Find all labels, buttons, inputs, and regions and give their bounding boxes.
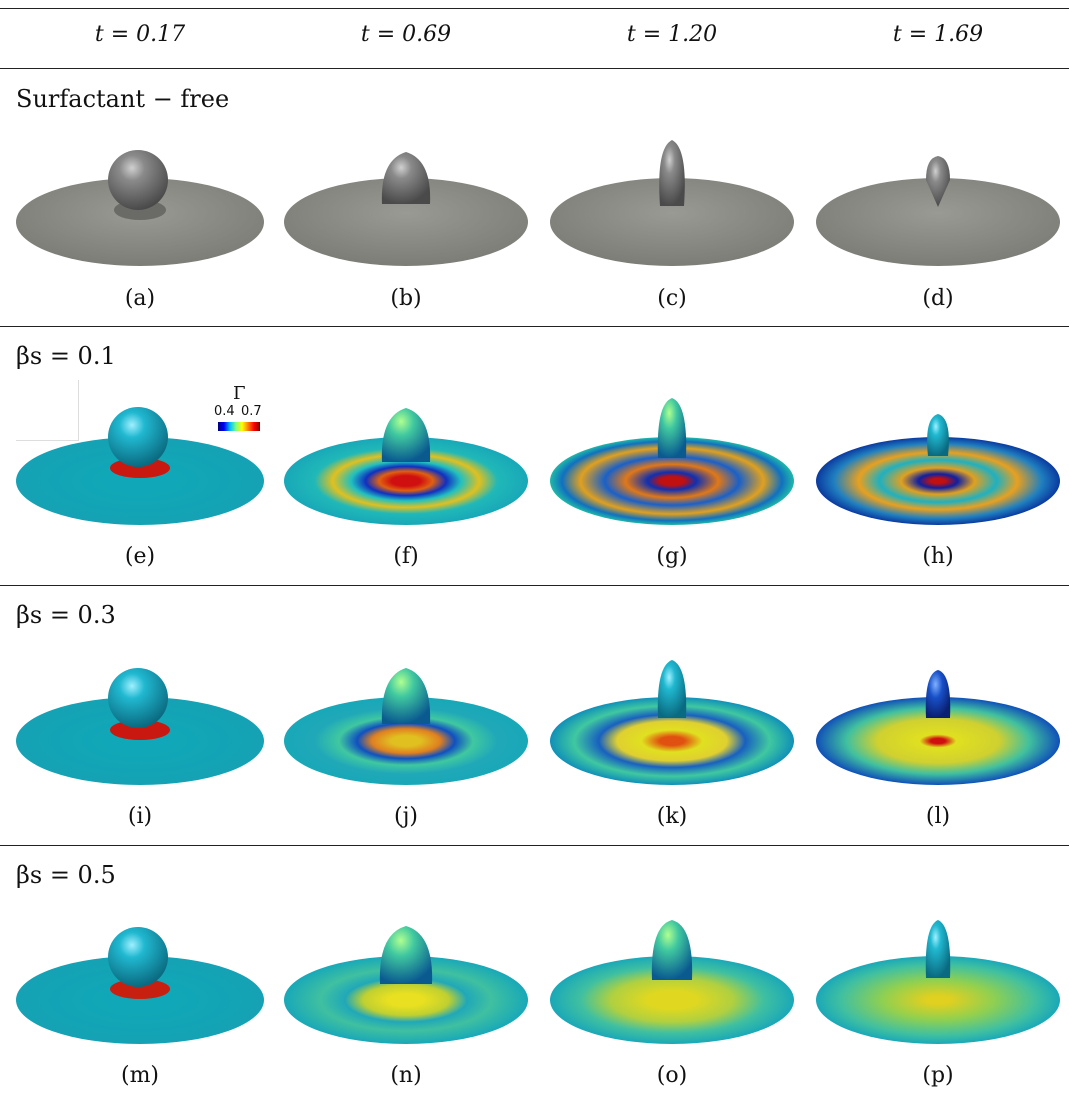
- row-divider-2: [0, 585, 1069, 586]
- caption-h: (h): [922, 544, 954, 569]
- inset-frame: [16, 380, 79, 441]
- panel-a: [16, 150, 264, 266]
- colorbar-min: 0.4: [214, 404, 235, 419]
- time-header-1: t = 0.17: [94, 22, 186, 47]
- panel-o: [550, 920, 794, 1044]
- time-header-3: t = 1.20: [626, 22, 718, 47]
- panel-j: [284, 668, 528, 785]
- caption-p: (p): [922, 1063, 954, 1088]
- caption-j: (j): [394, 804, 418, 829]
- caption-b: (b): [390, 286, 422, 311]
- panel-f: [284, 408, 528, 525]
- panel-e: [16, 407, 264, 525]
- caption-m: (m): [120, 1063, 160, 1088]
- row-label-surfactant-free: Surfactant − free: [16, 85, 230, 113]
- caption-e: (e): [124, 544, 156, 569]
- caption-f: (f): [393, 544, 419, 569]
- panel-k: [550, 660, 794, 785]
- caption-o: (o): [656, 1063, 688, 1088]
- panel-l: [816, 670, 1060, 785]
- time-header-2: t = 0.69: [360, 22, 452, 47]
- panel-p: [816, 920, 1060, 1044]
- panel-d: [816, 156, 1060, 266]
- panel-i: [16, 668, 264, 785]
- panel-g: [550, 398, 794, 525]
- caption-d: (d): [922, 286, 954, 311]
- caption-a: (a): [124, 286, 156, 311]
- caption-g: (g): [656, 544, 688, 569]
- colorbar-symbol: Γ: [233, 383, 246, 404]
- caption-c: (c): [657, 286, 687, 311]
- panel-c: [550, 140, 794, 266]
- top-rule: [0, 8, 1069, 9]
- colorbar-max: 0.7: [241, 404, 262, 419]
- panel-h: [816, 414, 1060, 525]
- colorbar: Γ 0.4 0.7: [214, 383, 270, 443]
- row-divider-1: [0, 326, 1069, 327]
- caption-k: (k): [656, 804, 688, 829]
- caption-i: (i): [127, 804, 153, 829]
- row-divider-3: [0, 845, 1069, 846]
- row-label-beta-0-3: βs = 0.3: [16, 601, 116, 629]
- panel-n: [284, 926, 528, 1044]
- header-rule: [0, 68, 1069, 69]
- panel-b: [284, 152, 528, 266]
- row-label-beta-0-5: βs = 0.5: [16, 861, 116, 889]
- row-label-beta-0-1: βs = 0.1: [16, 342, 116, 370]
- caption-l: (l): [925, 804, 951, 829]
- caption-n: (n): [390, 1063, 422, 1088]
- panel-m: [16, 927, 264, 1044]
- time-header-4: t = 1.69: [892, 22, 984, 47]
- colorbar-gradient: [218, 422, 260, 431]
